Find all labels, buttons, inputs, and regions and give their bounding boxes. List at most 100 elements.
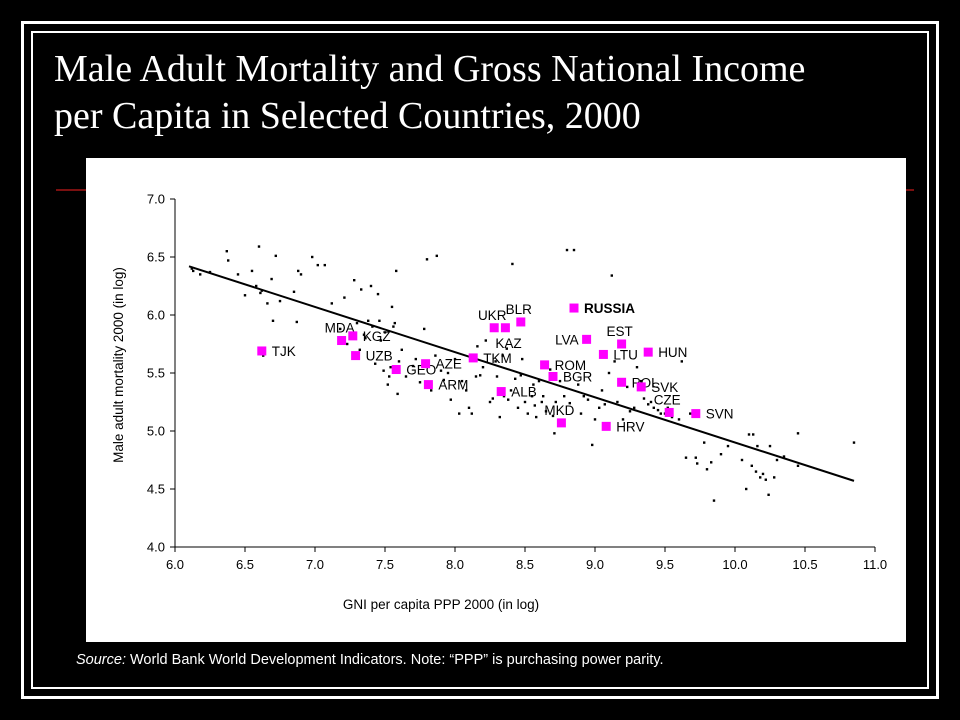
highlight-marker [540, 360, 550, 370]
data-point [453, 357, 457, 361]
data-point [549, 368, 552, 371]
data-point [495, 375, 499, 378]
y-tick-label: 5.5 [147, 366, 165, 381]
data-point [747, 433, 751, 436]
highlight-marker [598, 349, 608, 359]
highlight-marker [569, 303, 579, 313]
data-point [621, 418, 625, 421]
data-point [600, 389, 604, 392]
data-point [404, 375, 408, 378]
data-point [395, 269, 398, 273]
highlight-marker [664, 407, 674, 417]
x-axis-label: GNI per capita PPP 2000 (in log) [343, 597, 539, 612]
data-point [259, 291, 262, 295]
data-point [435, 254, 438, 258]
x-tick-label: 10.0 [722, 557, 747, 572]
data-point [343, 296, 346, 299]
country-points [190, 245, 856, 502]
data-point [761, 472, 765, 476]
data-point [626, 385, 629, 389]
data-point [491, 397, 494, 400]
data-point [535, 415, 538, 419]
data-point [199, 273, 202, 276]
country-label: BGR [563, 369, 593, 384]
country-label: SVN [706, 407, 734, 422]
data-point [311, 255, 314, 259]
data-point [414, 357, 417, 361]
x-tick-label: 6.5 [236, 557, 254, 572]
x-tick-label: 11.0 [863, 557, 887, 572]
data-point [227, 259, 230, 262]
data-point [266, 302, 269, 305]
slide-title-line2: per Capita in Selected Countries, 2000 [54, 95, 641, 137]
y-tick-label: 4.0 [147, 540, 165, 555]
chart-axes: 4.0 4.5 5.0 5.5 6.0 6.5 7.0 6.0 6.5 7.0 7.5 8.0 8.5 9… [147, 192, 887, 573]
country-label: ROM [555, 358, 587, 373]
scatter-chart: 4.0 4.5 5.0 5.5 6.0 6.5 7.0 6.0 6.5 7.0 7.5 8.0 8.5 9… [111, 192, 887, 613]
data-point [694, 456, 697, 459]
highlight-marker [500, 323, 510, 333]
highlight-marker [496, 387, 506, 397]
country-label: UZB [366, 349, 393, 364]
data-point [680, 360, 683, 363]
data-point [425, 258, 429, 261]
data-point [750, 464, 753, 467]
data-point [379, 339, 382, 342]
highlight-marker [516, 317, 526, 327]
data-point [360, 288, 363, 291]
country-label: ARM [438, 378, 468, 393]
trendline [188, 265, 855, 482]
y-tick-label: 7.0 [147, 192, 165, 207]
data-point [243, 294, 247, 297]
data-point [369, 284, 373, 288]
data-point [705, 468, 709, 471]
data-point [551, 414, 555, 418]
data-point [782, 455, 786, 458]
data-point [775, 458, 779, 462]
data-point [390, 305, 394, 309]
data-point [533, 404, 536, 407]
country-label: AZE [436, 357, 462, 372]
country-label: HRV [616, 419, 644, 434]
country-label: UKR [478, 308, 507, 323]
data-point [640, 379, 643, 383]
y-tick-label: 6.0 [147, 308, 165, 323]
country-label: ALB [511, 385, 537, 400]
data-point [358, 348, 361, 351]
data-point [236, 273, 240, 276]
highlight-marker [391, 365, 401, 375]
highlight-marker [489, 323, 499, 333]
x-tick-label: 7.5 [376, 557, 394, 572]
data-point [330, 302, 333, 305]
data-point [756, 444, 759, 448]
data-point [616, 400, 619, 404]
highlight-marker [337, 336, 347, 346]
country-label: TKM [483, 351, 512, 366]
data-point [764, 478, 767, 481]
data-point [374, 362, 377, 365]
data-point [323, 263, 326, 267]
data-point [666, 406, 669, 409]
slide-frame-outer [21, 21, 939, 699]
data-point [434, 354, 437, 357]
data-point [598, 406, 601, 409]
data-point [418, 381, 422, 384]
data-point [628, 410, 632, 413]
data-point [659, 412, 662, 415]
data-point [362, 333, 366, 336]
country-label: LVA [555, 332, 579, 347]
data-point [257, 245, 261, 248]
data-point [339, 327, 342, 331]
data-point [726, 444, 730, 448]
data-point [568, 401, 571, 405]
data-point [526, 412, 529, 415]
data-point [378, 319, 381, 322]
data-point [376, 292, 380, 296]
data-point [411, 364, 415, 368]
y-tick-label: 5.0 [147, 424, 165, 439]
data-point [519, 374, 522, 377]
country-label: KGZ [363, 329, 391, 344]
data-point [430, 389, 433, 392]
data-point [488, 400, 492, 404]
data-point [383, 331, 387, 334]
